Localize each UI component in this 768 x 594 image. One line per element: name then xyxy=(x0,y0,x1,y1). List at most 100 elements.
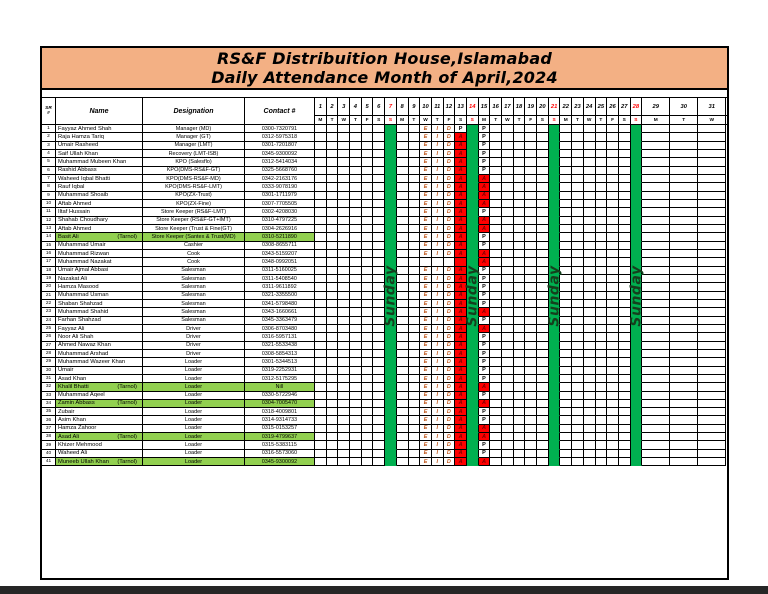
day-cell xyxy=(513,324,526,334)
day-cell xyxy=(642,216,671,225)
day-cell xyxy=(595,191,608,200)
day-cell xyxy=(373,366,386,375)
employee-name: Fayyaz Ali xyxy=(58,325,85,332)
table-row: 14 Basit Ali (Tarnol) Store Keeper (Santex … xyxy=(42,233,727,242)
day-cell xyxy=(326,458,339,467)
day-cell xyxy=(315,174,327,184)
day-number: 8 xyxy=(397,98,409,116)
day-cell xyxy=(513,141,526,150)
day-cell: A xyxy=(478,216,491,225)
contact-cell: 0315-5383115 xyxy=(245,441,315,450)
day-cell xyxy=(338,216,351,225)
day-cell xyxy=(490,341,502,350)
sr-cell: 6 xyxy=(42,166,56,175)
day-cell: D xyxy=(443,441,456,450)
day-cell xyxy=(630,283,643,292)
table-row: 18 Umair Ajmal Abbasi Salesman 0311-5160025… xyxy=(42,266,727,275)
day-cell xyxy=(315,433,327,442)
contact-cell: 0306-8703480 xyxy=(245,324,315,334)
day-cell xyxy=(502,216,514,225)
day-cell xyxy=(502,399,514,409)
day-cell: P xyxy=(478,233,491,242)
day-cell xyxy=(537,133,549,142)
day-cell xyxy=(326,374,339,384)
day-cell: A xyxy=(478,324,491,334)
day-cell xyxy=(466,358,479,367)
day-cell xyxy=(548,424,561,434)
day-cell xyxy=(595,458,608,467)
day-cell xyxy=(618,208,631,217)
day-cell xyxy=(373,408,386,417)
employee-name: Waheed Iqbal Bhatti xyxy=(58,175,110,182)
day-cell xyxy=(630,224,643,234)
day-cell xyxy=(572,174,584,184)
day-cell xyxy=(642,183,671,192)
day-cell xyxy=(670,324,699,334)
day-cell xyxy=(630,366,643,375)
day-cell xyxy=(670,183,699,192)
day-cell xyxy=(466,416,479,425)
day-cell xyxy=(583,374,596,384)
day-cell xyxy=(537,399,549,409)
day-cell xyxy=(548,416,561,425)
day-cell xyxy=(502,458,514,467)
day-cell xyxy=(513,416,526,425)
day-cell xyxy=(618,241,631,250)
day-cell xyxy=(326,283,339,292)
day-cell xyxy=(560,366,573,375)
day-cell xyxy=(630,424,643,434)
day-cell xyxy=(630,266,643,275)
day-number: 14 xyxy=(467,98,479,116)
designation-cell: Salesman xyxy=(143,299,245,309)
day-cell xyxy=(513,241,526,250)
day-cell xyxy=(525,191,538,200)
day-cell xyxy=(466,274,479,284)
day-cell xyxy=(513,283,526,292)
day-cell xyxy=(361,183,374,192)
table-row: 24 Farhan Shahzad Salesman 0345-3363479 E I D A… xyxy=(42,316,727,325)
day-cell xyxy=(350,166,362,175)
day-cell xyxy=(525,141,538,150)
day-cell xyxy=(525,449,538,459)
day-cell: A xyxy=(455,241,467,250)
day-cell: A xyxy=(455,266,467,275)
day-cell xyxy=(338,174,351,184)
day-cell xyxy=(466,125,479,134)
sr-cell: 39 xyxy=(42,441,56,450)
day-cell xyxy=(630,133,643,142)
day-cell xyxy=(670,283,699,292)
day-cell xyxy=(642,224,671,234)
day-cell xyxy=(583,433,596,442)
day-cell: A xyxy=(455,408,467,417)
day-cell xyxy=(385,174,397,184)
day-cell xyxy=(595,174,608,184)
day-cell xyxy=(408,191,421,200)
day-cell xyxy=(595,283,608,292)
day-cell xyxy=(408,299,421,309)
day-cell xyxy=(408,374,421,384)
day-cell xyxy=(642,166,671,175)
table-body: 1 Fayyaz Ahmed Shah Manager (MD) 0300-73207… xyxy=(42,125,727,467)
day-cell xyxy=(572,408,584,417)
day-cell: D xyxy=(443,449,456,459)
sr-cell: 17 xyxy=(42,258,56,267)
day-cell xyxy=(670,374,699,384)
day-cell xyxy=(572,399,584,409)
day-cell xyxy=(642,241,671,250)
day-cell: A xyxy=(455,391,467,400)
day-cell xyxy=(490,308,502,317)
day-cell xyxy=(385,316,397,325)
day-cell xyxy=(548,274,561,284)
designation-cell: Cook xyxy=(143,258,245,267)
sr-cell: 18 xyxy=(42,266,56,275)
day-cell xyxy=(361,274,374,284)
day-cell xyxy=(670,224,699,234)
day-cell xyxy=(466,199,479,209)
day-cell xyxy=(548,408,561,417)
day-cell xyxy=(490,216,502,225)
day-cell xyxy=(548,183,561,192)
day-cell: D xyxy=(443,383,456,392)
day-cell xyxy=(537,199,549,209)
day-cell xyxy=(315,341,327,350)
day-cell xyxy=(396,199,409,209)
